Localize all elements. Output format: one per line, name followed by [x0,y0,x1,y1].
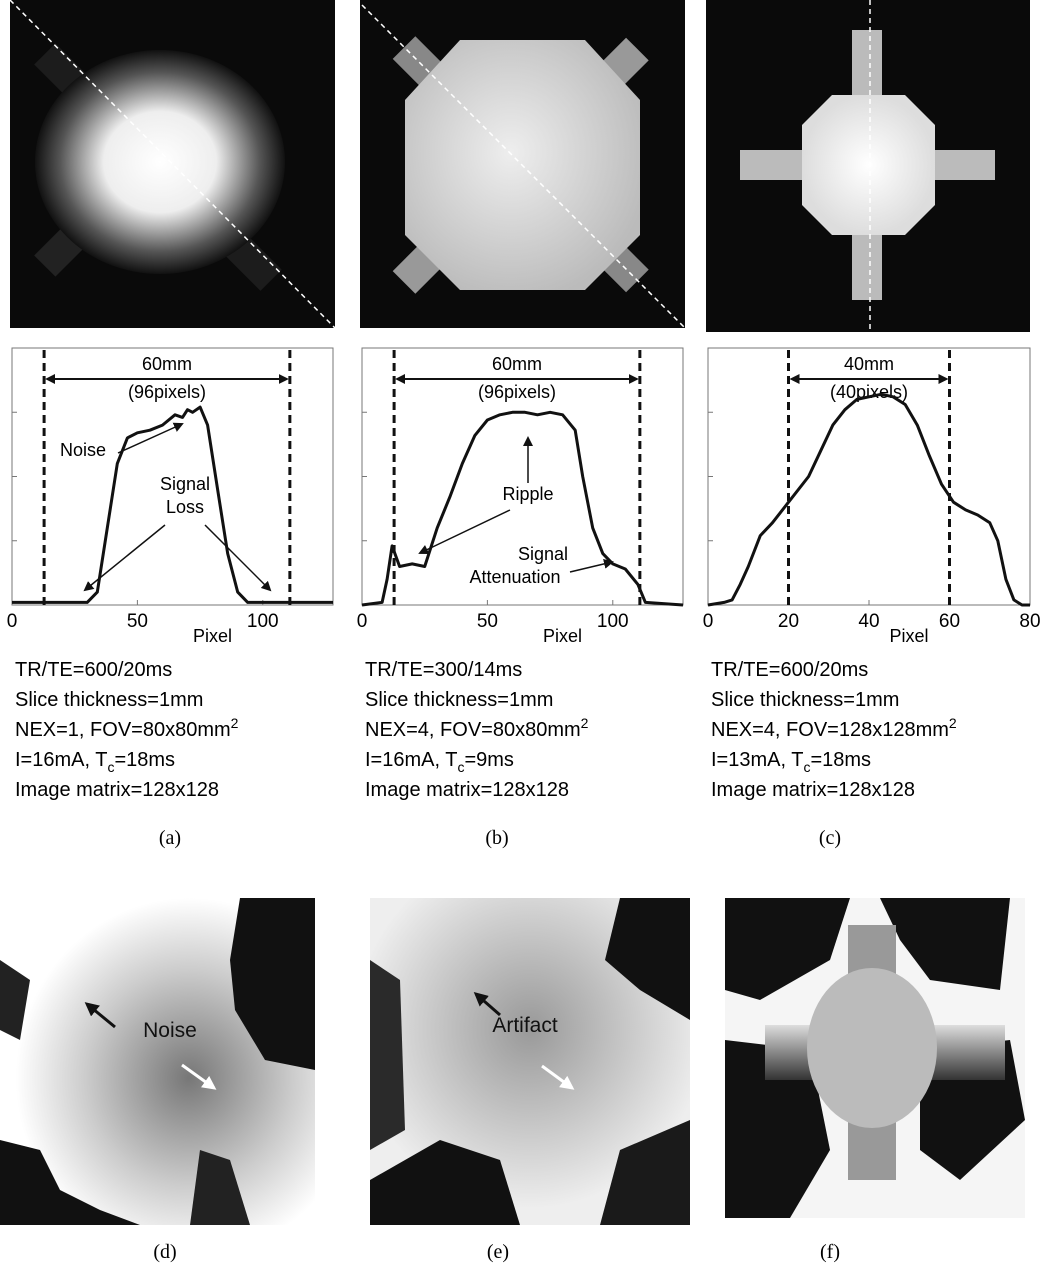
x-tick-label: 40 [858,611,879,632]
x-axis-label: Pixel [193,626,232,646]
annotation-arrow [204,524,272,592]
image-c [706,0,1030,332]
annotation-arrow [418,509,511,555]
parameter-line: I=16mA, Tc=18ms [15,749,175,775]
span-label: (96pixels) [128,382,206,402]
annotation: Signal [518,544,568,564]
parameter-line: TR/TE=300/14ms [365,659,522,681]
parameter-text: I=16mA, T [365,749,457,771]
annotation-arrow [569,558,614,573]
parameter-text: Image matrix=128x128 [15,779,219,801]
parameter-text: NEX=4, FOV=80x80mm [365,719,581,741]
annotation: Loss [166,497,204,517]
span-label: 60mm [492,354,542,374]
map-arrow [541,1064,575,1090]
parameter-text: I=16mA, T [15,749,107,771]
annotation-arrow [83,524,166,592]
span-label: 40mm [844,354,894,374]
parameter-text: TR/TE=300/14ms [365,659,522,681]
panel-caption: (b) [485,827,508,849]
subscript: c [457,759,464,775]
annotation: Signal [160,474,210,494]
parameter-text: =18ms [810,749,871,771]
image-b [360,0,686,329]
parameter-line: Slice thickness=1mm [15,689,203,711]
parameter-line: Slice thickness=1mm [365,689,553,711]
panel-caption: (c) [819,827,841,849]
parameter-text: Slice thickness=1mm [711,689,899,711]
parameter-text: NEX=4, FOV=128x128mm [711,719,949,741]
panel-caption: (e) [487,1241,509,1263]
parameter-line: I=16mA, Tc=9ms [365,749,514,775]
annotation: Ripple [502,484,553,504]
parameter-line: TR/TE=600/20ms [15,659,172,681]
x-tick-label: 80 [1019,611,1040,632]
subscript: c [107,759,114,775]
map-arrow [181,1063,217,1090]
image-d [0,898,315,1225]
parameter-text: Slice thickness=1mm [15,689,203,711]
map-arrow [84,1002,116,1029]
panel-caption: (f) [820,1241,840,1263]
parameter-line: Image matrix=128x128 [365,779,569,801]
x-tick-label: 0 [357,611,368,632]
x-tick-label: 100 [597,611,629,632]
image-e [370,898,690,1225]
panel-caption: (d) [153,1241,176,1263]
parameter-line: NEX=4, FOV=80x80mm2 [365,715,589,741]
superscript: 2 [581,715,589,731]
map-label: Noise [143,1019,197,1042]
panel-caption: (a) [159,827,181,849]
parameter-line: Slice thickness=1mm [711,689,899,711]
parameter-line: NEX=4, FOV=128x128mm2 [711,715,957,741]
x-tick-label: 0 [703,611,714,632]
annotation: Noise [60,440,106,460]
x-tick-label: 60 [939,611,960,632]
parameter-line: NEX=1, FOV=80x80mm2 [15,715,239,741]
parameter-text: Image matrix=128x128 [711,779,915,801]
parameter-text: I=13mA, T [711,749,803,771]
map-label: Artifact [492,1014,558,1037]
x-tick-label: 50 [127,611,148,632]
parameter-line: Image matrix=128x128 [711,779,915,801]
superscript: 2 [949,715,957,731]
image-f [725,898,1025,1218]
x-tick-label: 0 [7,611,18,632]
profile-line [12,405,333,604]
x-tick-label: 50 [477,611,498,632]
parameter-text: TR/TE=600/20ms [711,659,868,681]
x-tick-label: 20 [778,611,799,632]
parameter-text: Slice thickness=1mm [365,689,553,711]
parameter-text: NEX=1, FOV=80x80mm [15,719,231,741]
parameter-line: Image matrix=128x128 [15,779,219,801]
x-tick-label: 100 [247,611,279,632]
x-axis-label: Pixel [543,626,582,646]
parameter-text: =18ms [114,749,175,771]
parameter-line: TR/TE=600/20ms [711,659,868,681]
span-label: 60mm [142,354,192,374]
superscript: 2 [231,715,239,731]
subscript: c [803,759,810,775]
parameter-text: Image matrix=128x128 [365,779,569,801]
map-arrow [473,992,501,1017]
annotation-arrow [117,422,184,454]
parameter-line: I=13mA, Tc=18ms [711,749,871,775]
parameter-text: TR/TE=600/20ms [15,659,172,681]
annotation: Attenuation [469,567,560,587]
profile-line [707,392,1030,607]
span-label: (96pixels) [478,382,556,402]
image-a [9,0,336,329]
x-axis-label: Pixel [889,626,928,646]
parameter-text: =9ms [464,749,513,771]
